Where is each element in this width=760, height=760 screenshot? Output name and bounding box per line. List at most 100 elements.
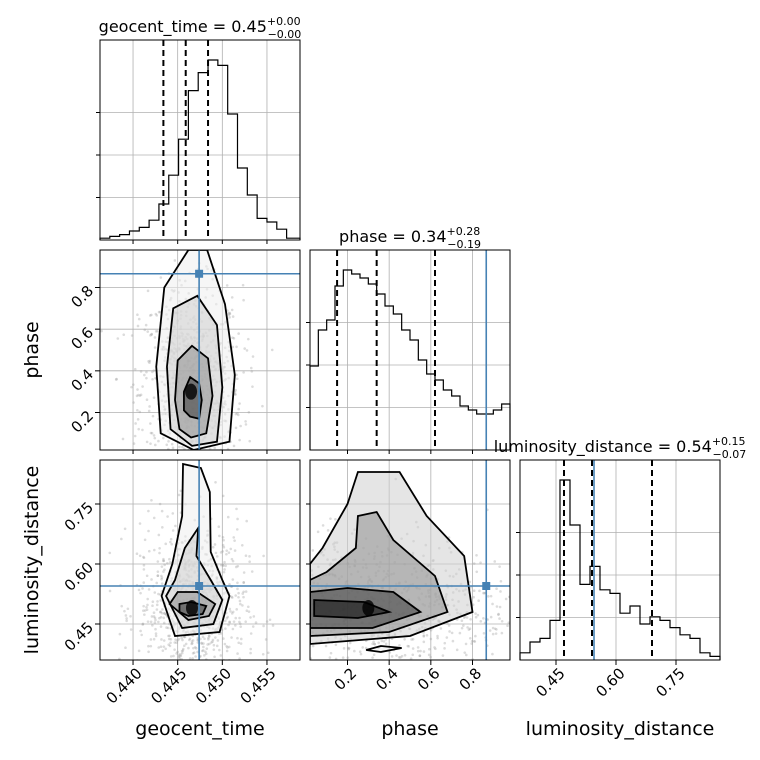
sample-point <box>166 453 169 456</box>
sample-point <box>218 478 221 481</box>
grid-luminosity_distance <box>520 460 720 660</box>
sample-point <box>311 644 315 648</box>
sample-point <box>178 445 181 449</box>
sample-point <box>296 678 299 681</box>
sample-point <box>205 647 209 650</box>
sample-point <box>159 615 163 619</box>
sample-point <box>470 639 474 643</box>
sample-point <box>222 538 225 542</box>
sample-point <box>184 454 187 457</box>
sample-point <box>548 613 551 616</box>
sample-point <box>148 359 152 363</box>
sample-point <box>269 621 272 624</box>
x-tick-label: 0.6 <box>414 664 444 694</box>
sample-point <box>157 533 161 537</box>
sample-point <box>228 311 232 315</box>
sample-point <box>359 660 362 663</box>
sample-point <box>191 669 194 672</box>
sample-point <box>108 551 112 555</box>
sample-point <box>142 555 145 559</box>
sample-point <box>236 581 239 585</box>
sample-point <box>245 667 248 670</box>
sample-point <box>194 646 198 650</box>
sample-point <box>121 437 125 441</box>
sample-point <box>418 654 422 658</box>
sample-point <box>188 709 191 712</box>
sample-point <box>304 594 307 597</box>
y-axis-label-luminosity_distance: luminosity_distance <box>21 466 43 655</box>
sample-point <box>223 568 226 571</box>
sample-point <box>188 638 191 642</box>
sample-point <box>227 311 230 315</box>
sample-point <box>166 561 169 565</box>
sample-point <box>496 667 499 670</box>
sample-point <box>261 652 265 656</box>
sample-point <box>162 645 166 648</box>
sample-point <box>236 587 239 591</box>
sample-point <box>133 367 137 371</box>
y-axis-luminosity_distance: 0.45 0.60 0.75 luminosity_distance <box>21 466 100 655</box>
sample-point <box>179 218 182 221</box>
sample-point <box>472 589 476 593</box>
sample-point <box>254 621 258 624</box>
sample-point <box>227 551 231 554</box>
sample-point <box>267 651 270 655</box>
sample-point <box>251 581 254 584</box>
sample-point <box>151 624 154 627</box>
sample-point <box>210 471 213 474</box>
sample-point <box>162 559 165 563</box>
sample-point <box>261 404 264 408</box>
sample-point <box>329 687 332 690</box>
sample-point <box>301 641 304 644</box>
sample-point <box>146 603 149 607</box>
sample-point <box>255 595 258 598</box>
sample-point <box>153 591 157 594</box>
sample-point <box>118 632 122 636</box>
sample-point <box>146 289 150 293</box>
sample-point <box>207 636 210 640</box>
sample-point <box>150 332 154 336</box>
sample-point <box>151 370 154 374</box>
sample-point <box>214 467 217 470</box>
sample-point <box>398 643 401 647</box>
sample-point <box>116 337 120 340</box>
sample-point <box>147 409 151 413</box>
sample-point <box>125 617 128 620</box>
sample-point <box>191 641 194 645</box>
sample-point <box>361 646 364 649</box>
sample-point <box>159 625 163 628</box>
sample-point <box>231 601 234 604</box>
sample-point <box>216 639 220 642</box>
sample-point <box>253 535 256 538</box>
sample-point <box>241 592 245 595</box>
sample-point <box>147 549 151 553</box>
y-tick-label: 0.60 <box>61 558 97 594</box>
sample-point <box>142 563 146 567</box>
sample-point <box>263 645 266 648</box>
sample-point <box>155 608 159 611</box>
sample-point <box>141 428 144 432</box>
sample-point <box>170 460 173 463</box>
sample-point <box>158 668 161 671</box>
sample-point <box>466 626 469 629</box>
sample-point <box>118 657 121 660</box>
sample-point <box>169 537 173 541</box>
sample-point <box>157 620 160 624</box>
sample-point <box>193 703 196 706</box>
sample-point <box>159 599 163 602</box>
sample-point <box>141 469 144 472</box>
sample-point <box>306 684 309 687</box>
sample-point <box>425 634 429 637</box>
sample-point <box>228 312 232 316</box>
sample-point <box>152 665 155 668</box>
sample-point <box>235 373 238 377</box>
sample-point <box>305 594 308 597</box>
sample-point <box>273 607 276 610</box>
sample-point <box>217 525 221 529</box>
sample-point <box>149 422 152 425</box>
sample-point <box>224 564 227 568</box>
sample-point <box>499 579 503 583</box>
sample-point <box>497 612 500 616</box>
sample-point <box>203 637 206 641</box>
sample-point <box>147 529 150 533</box>
